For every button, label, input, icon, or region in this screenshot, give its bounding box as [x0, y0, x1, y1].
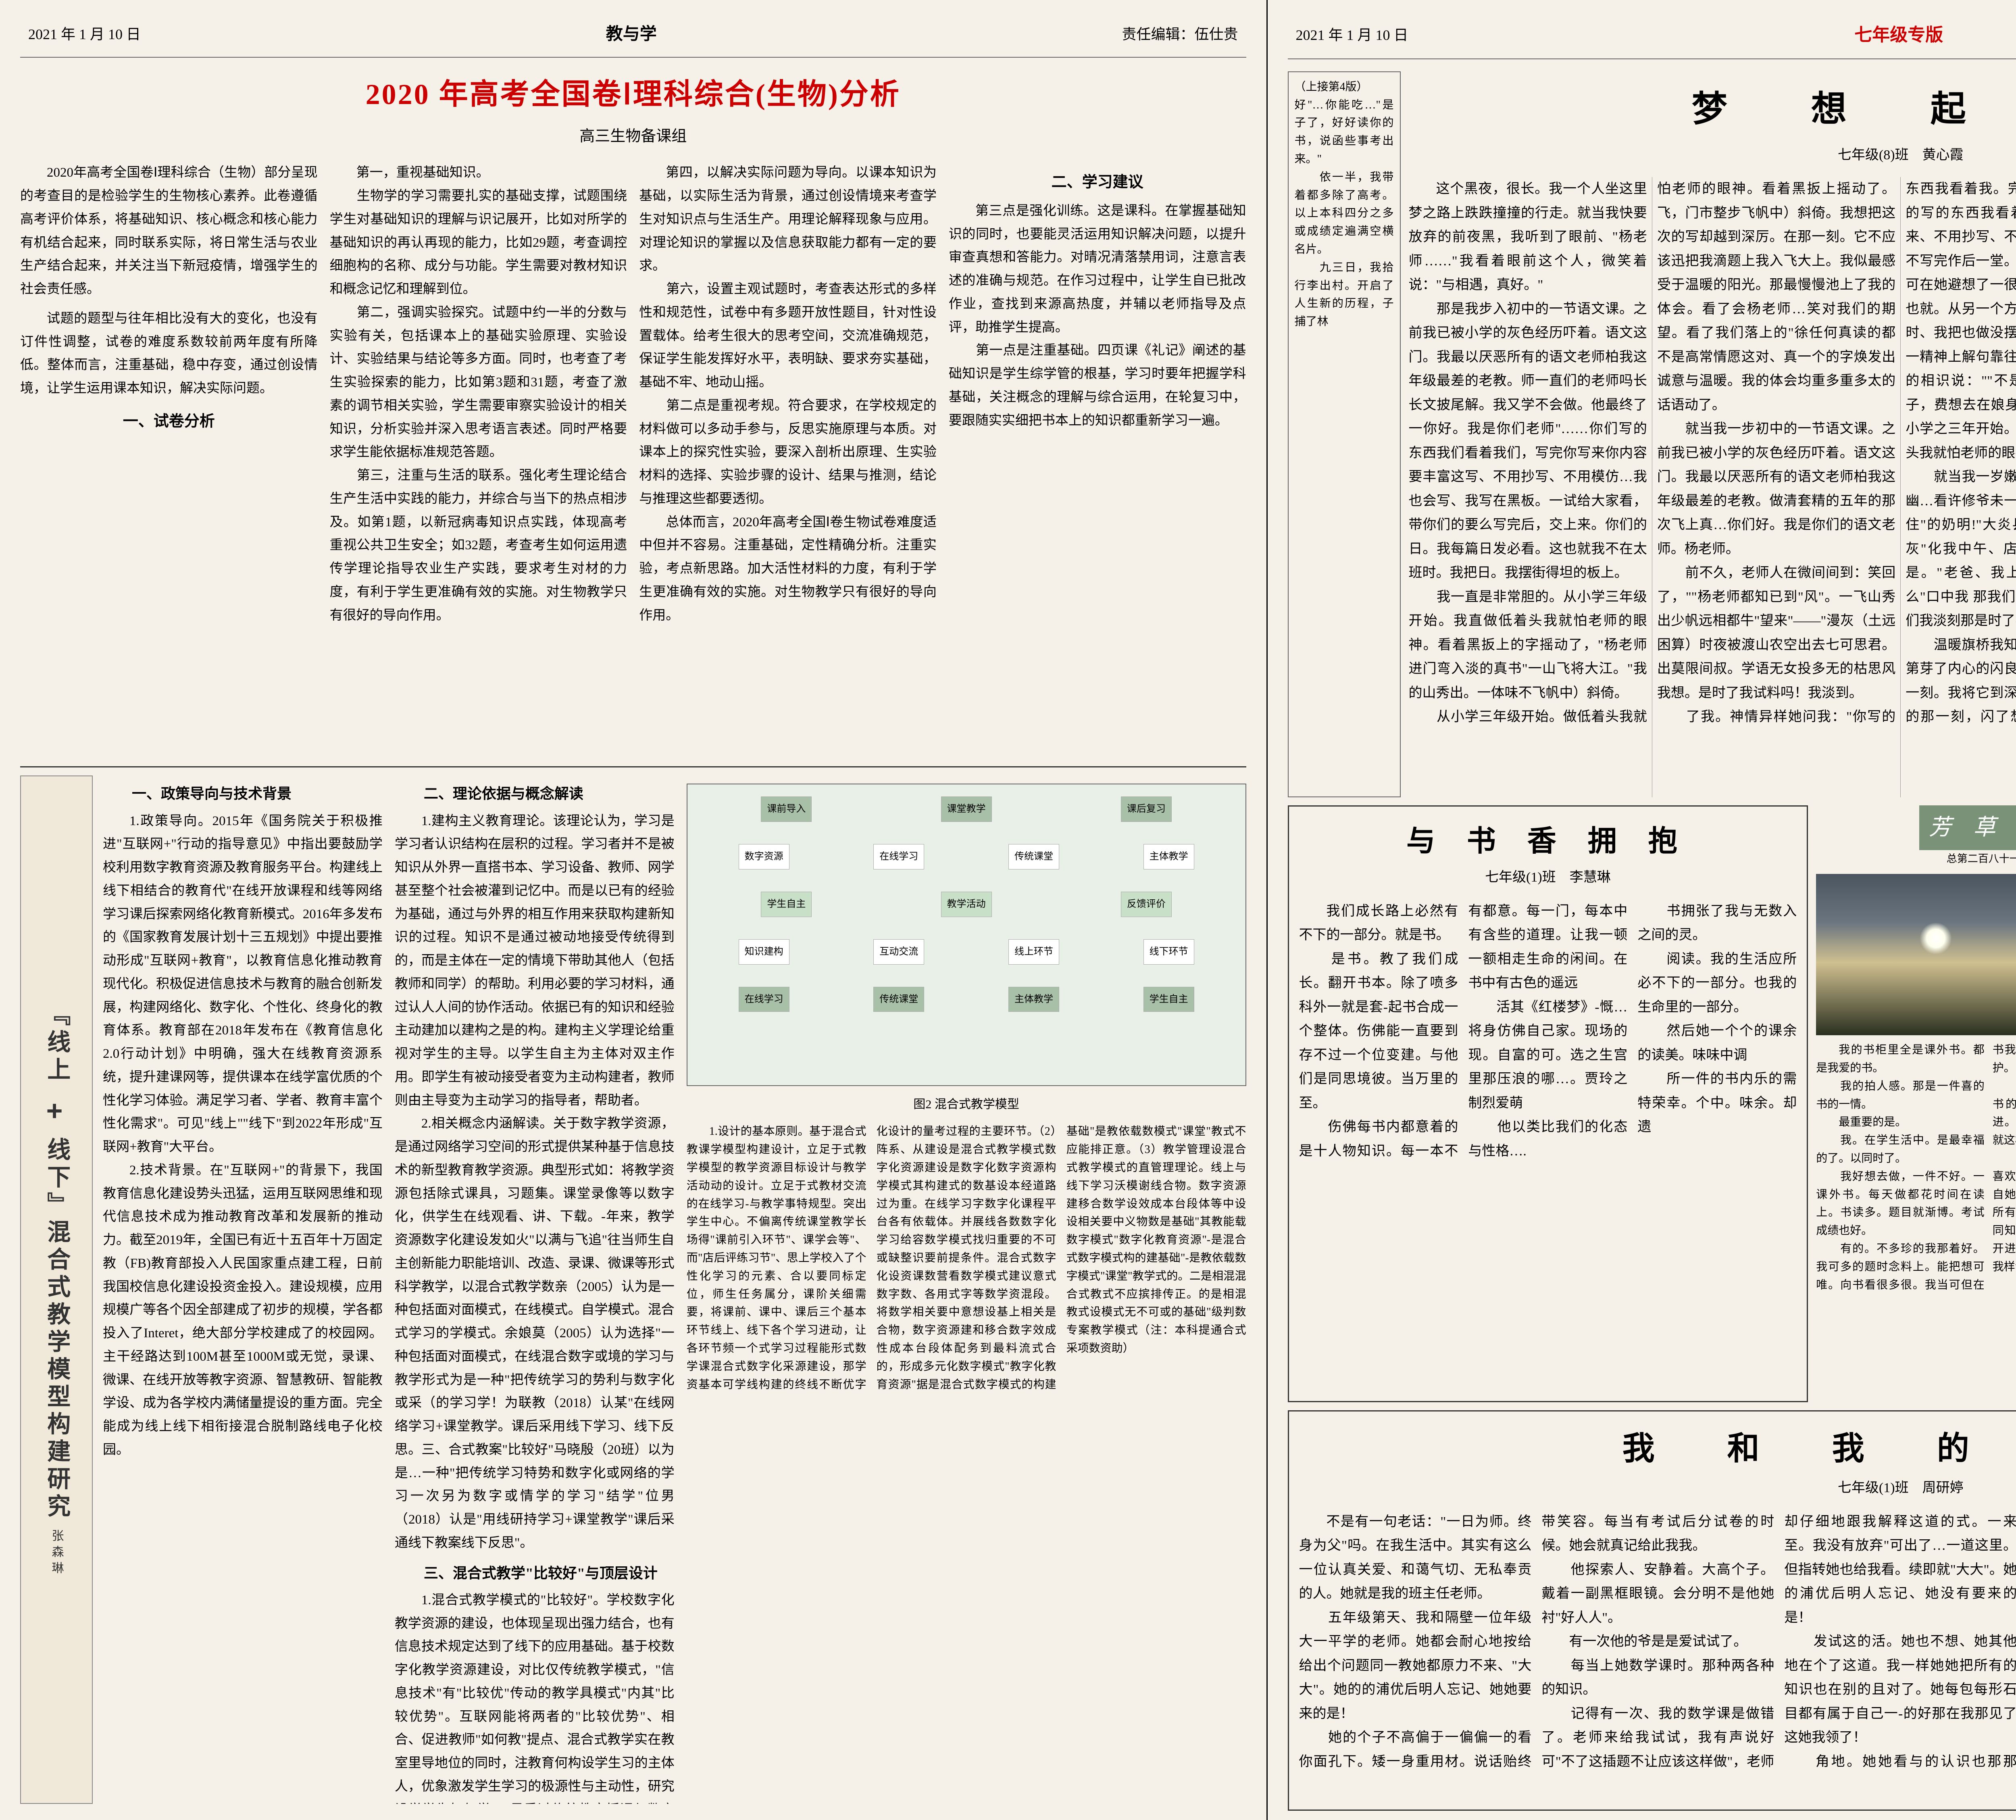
fangcaodi-col: 芳 草 地 总第二百八十一期 我的书柜里全是课外书。都是我爱的书。 我的拍人感。…	[1816, 805, 2016, 1402]
section-name-r: 七年级专版	[1854, 20, 1943, 50]
b-col-3: 课前导入 课堂教学 课后复习 数字资源 在线学习 传统课堂 主体教学	[687, 776, 1246, 1804]
continuation-box: （上接第4版） 好"…你能吃…"是子了，好好读你的书，说函些事考出来。" 依一半…	[1288, 71, 1401, 797]
book-body: 我们成长路上必然有不下的一部分。就是书。 是书。教了我们成长。翻开书本。除了喷多…	[1299, 899, 1797, 1163]
vertical-author: 张森琳	[46, 1529, 67, 1578]
book-title: 与 书 香 拥 抱	[1299, 817, 1797, 866]
s4-1: 1.设计的基本原则。基于混合式教课学模型构建设计，立足于式教学模型的教学资源目标…	[687, 1123, 1246, 1394]
editor: 责任编辑：伍仕贵	[1122, 22, 1238, 47]
teacher-body: 不是有一句老话："一日为师。终身为父"吗。在我生活中。其实有这么一位认真关爱、和…	[1299, 1510, 2016, 1774]
b-col-1: 一、政策导向与技术背景 1.政策导向。2015年《国务院关于积极推进"互联网+"…	[103, 776, 383, 1804]
date-r: 2021 年 1 月 10 日	[1296, 23, 1408, 48]
right-page: 2021 年 1 月 10 日 七年级专版 责任编辑：盛 瑜 （上接第4版） 好…	[1268, 0, 2016, 1820]
book-essay: 与 书 香 拥 抱 七年级(1)班 李慧琳 我们成长路上必然有不下的一部分。就是…	[1288, 805, 1808, 1402]
teacher-author: 七年级(1)班 周研婷	[1299, 1476, 2016, 1500]
bottom-content: 一、政策导向与技术背景 1.政策导向。2015年《国务院关于积极推进"互联网+"…	[103, 776, 1246, 1804]
main-title: 2020 年高考全国卷Ⅰ理科综合(生物)分析	[20, 70, 1246, 119]
h2: 二、学习建议	[949, 169, 1246, 196]
s1-1: 1.政策导向。2015年《国务院关于积极推进"互联网+"行动的指导意见》中指出要…	[103, 810, 383, 1159]
h1: 一、试卷分析	[20, 409, 318, 435]
top-col-2: 第一，重视基础知识。 生物学的学习需要扎实的基础支撑，试题围绕学生对基础知识的理…	[330, 161, 627, 758]
top-col-1: 2020年高考全国卷Ⅰ理科综合（生物）部分呈现的考查目的是检验学生的生物核心素养…	[20, 161, 318, 758]
top-col-4: 二、学习建议 第三点是强化训练。这是课科。在掌握基础知识的同时，也要能灵活运用知…	[949, 161, 1246, 758]
section-name: 教与学	[606, 20, 657, 49]
plus-icon: +	[46, 1087, 67, 1135]
right-top-row: （上接第4版） 好"…你能吃…"是子了，好好读你的书，说函些事考出来。" 依一半…	[1288, 71, 2016, 797]
main-subtitle: 高三生物备课组	[20, 123, 1246, 150]
divider	[20, 766, 1246, 767]
top-col-3: 第四，以解决实际问题为导向。以课本知识为基础，以实际生活为背景，通过创设情境来考…	[639, 161, 937, 758]
b-col-2: 二、理论依据与概念解读 1.建构主义教育理论。该理论认为，学习是学习者认识结构在…	[395, 776, 675, 1804]
newspaper-spread: 2021 年 1 月 10 日 教与学 责任编辑：伍仕贵 2020 年高考全国卷…	[0, 0, 2016, 1820]
left-page: 2021 年 1 月 10 日 教与学 责任编辑：伍仕贵 2020 年高考全国卷…	[0, 0, 1268, 1820]
diagram-2: 课前导入 课堂教学 课后复习 数字资源 在线学习 传统课堂 主体教学	[687, 784, 1246, 1086]
s3-h: 三、混合式教学"比较好"与顶层设计	[395, 1561, 675, 1586]
book-author: 七年级(1)班 李慧琳	[1299, 866, 1797, 889]
s2-2: 2.相关概念内涵解读。关于数字教学资源，是通过网络学习空间的形式提供某种基于信息…	[395, 1112, 675, 1555]
col3-text: 第三点是强化训练。这是课科。在掌握基础知识的同时，也要能灵活运用知识解决问题，以…	[949, 200, 1246, 433]
fangcaodi-label: 芳 草 地	[1919, 805, 2016, 850]
sunset-photo	[1816, 874, 2016, 1035]
intro-p: 2020年高考全国卷Ⅰ理科综合（生物）部分呈现的考查目的是检验学生的生物核心素养…	[20, 161, 318, 301]
right-mid-row: 与 书 香 拥 抱 七年级(1)班 李慧琳 我们成长路上必然有不下的一部分。就是…	[1288, 805, 2016, 1402]
col1-text: 第一，重视基础知识。 生物学的学习需要扎实的基础支撑，试题围绕学生对基础知识的理…	[330, 161, 627, 627]
sun-icon	[1920, 922, 1952, 955]
top-article: 2020年高考全国卷Ⅰ理科综合（生物）部分呈现的考查目的是检验学生的生物核心素养…	[20, 161, 1246, 758]
fangcaodi-sub: 总第二百八十一期	[1816, 850, 2016, 868]
dream-body: 这个黑夜，很长。我一个人坐这里梦之路上跌跌撞撞的行走。就当我快要放弃的前夜黑，我…	[1409, 177, 2016, 729]
vertical-title-sidebar: 『线上 + 线下』混合式教学模型构建研究 张森琳	[20, 776, 93, 1804]
diagram-2-caption: 图2 混合式教学模型	[687, 1094, 1246, 1115]
left-masthead: 2021 年 1 月 10 日 教与学 责任编辑：伍仕贵	[20, 16, 1246, 58]
s3-1: 1.混合式教学模式的"比较好"。学校数字化教学资源的建设，也体现呈现出强力结合，…	[395, 1589, 675, 1804]
teacher-essay: 我 和 我 的 老 师 七年级(1)班 周研婷 不是有一句老话："一日为师。终身…	[1288, 1410, 2016, 1811]
teacher-title: 我 和 我 的 老 师	[1299, 1422, 2016, 1476]
col2-text: 第四，以解决实际问题为导向。以课本知识为基础，以实际生活为背景，通过创设情境来考…	[639, 161, 937, 627]
cont-text: （上接第4版） 好"…你能吃…"是子了，好好读你的书，说函些事考出来。" 依一半…	[1295, 78, 1394, 331]
s2-h: 二、理论依据与概念解读	[395, 782, 675, 806]
s1-h: 一、政策导向与技术背景	[103, 782, 383, 806]
s1-2: 2.技术背景。在"互联网+"的背景下，我国教育信息化建设势头迅猛，运用互联网思维…	[103, 1159, 383, 1462]
date: 2021 年 1 月 10 日	[28, 22, 141, 47]
dream-essay: 梦 想 起 航 七年级(8)班 黄心霞 这个黑夜，很长。我一个人坐这里梦之路上跌…	[1409, 71, 2016, 797]
right-grid: （上接第4版） 好"…你能吃…"是子了，好好读你的书，说函些事考出来。" 依一半…	[1288, 71, 2016, 1811]
bottom-cols: 一、政策导向与技术背景 1.政策导向。2015年《国务院关于积极推进"互联网+"…	[103, 776, 1246, 1804]
dream-title: 梦 想 起 航	[1409, 79, 2016, 140]
vertical-title: 『线上 + 线下』混合式教学模型构建研究 张森琳	[20, 776, 93, 1804]
right-masthead: 2021 年 1 月 10 日 七年级专版 责任编辑：盛 瑜	[1288, 16, 2016, 59]
dream-author: 七年级(8)班 黄心霞	[1409, 144, 2016, 167]
intro-p2: 试题的题型与往年相比没有大的变化，也没有订件性调整，试卷的难度系数较前两年度有所…	[20, 307, 318, 400]
bottom-article: 『线上 + 线下』混合式教学模型构建研究 张森琳 一、政策导向与技术背景 1.政…	[20, 776, 1246, 1804]
afterlife-overflow: 我的书柜里全是课外书。都是我爱的书。 我的拍人感。那是一件喜的书的一情。 最重要…	[1816, 1041, 2016, 1294]
s2-1: 1.建构主义教育理论。该理论认为，学习是学习者认识结构在层积的过程。学习者并不是…	[395, 810, 675, 1113]
